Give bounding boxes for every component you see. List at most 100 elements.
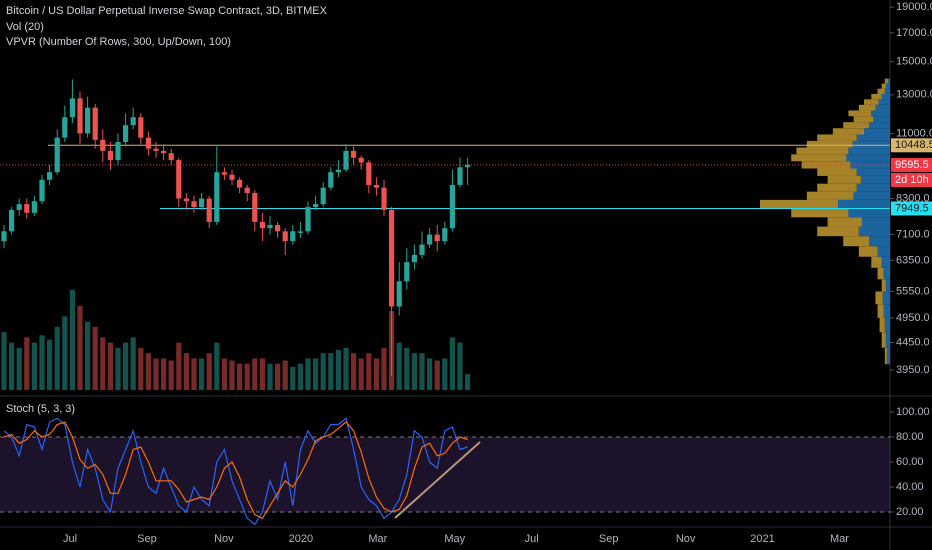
level-label-bg	[891, 201, 932, 216]
profile-down	[877, 304, 884, 318]
volume-bar	[335, 350, 341, 390]
candle-body	[343, 150, 349, 170]
profile-up	[856, 168, 890, 176]
x-tick-label: 2020	[289, 533, 313, 545]
volume-bar	[39, 335, 45, 390]
candle-body	[39, 179, 45, 202]
candle-body	[168, 153, 174, 161]
profile-down	[760, 199, 838, 209]
candle-body	[419, 244, 425, 255]
level-label-bg	[891, 157, 932, 172]
volume-bar	[237, 363, 243, 390]
profile-up	[884, 88, 890, 94]
y-tick-label: 4450.0	[896, 336, 930, 348]
profile-down	[858, 246, 878, 257]
indicator-label: VPVR (Number Of Rows, 300, Up/Down, 100)	[6, 36, 231, 48]
candle-body	[366, 162, 372, 185]
profile-down	[817, 168, 857, 176]
profile-down	[871, 93, 882, 100]
profile-up	[860, 175, 890, 184]
candle-body	[457, 167, 463, 185]
volume-bar	[183, 353, 189, 390]
volume-bar	[290, 366, 296, 390]
volume-bar	[244, 363, 250, 390]
y-tick-label: 20.00	[896, 506, 924, 518]
candle-body	[290, 231, 296, 242]
volume-bar	[411, 353, 417, 390]
profile-down	[875, 291, 883, 305]
profile-up	[861, 217, 890, 227]
candle-body	[373, 184, 379, 188]
candle-body	[16, 204, 22, 210]
candle-body	[77, 98, 83, 134]
volume-bar	[320, 353, 326, 390]
candle-body	[9, 209, 15, 232]
candle-body	[191, 201, 197, 207]
volume-bar	[145, 353, 151, 390]
candle-body	[221, 172, 227, 175]
y-tick-label: 100.00	[896, 406, 930, 418]
profile-up	[869, 236, 890, 247]
candle-body	[206, 198, 212, 222]
volume-bar	[313, 358, 319, 390]
profile-up	[846, 154, 890, 162]
profile-down	[827, 175, 861, 184]
profile-down	[796, 147, 849, 155]
volume-bar	[9, 342, 15, 390]
x-tick-label: Mar	[368, 533, 387, 545]
candle-body	[69, 98, 75, 118]
profile-down	[881, 332, 886, 348]
y-tick-label: 40.00	[896, 481, 924, 493]
candle-body	[449, 184, 455, 229]
volume-bar	[31, 342, 37, 390]
volume-bar	[115, 347, 121, 390]
profile-down	[791, 154, 847, 162]
profile-down	[871, 256, 882, 268]
volume-bar	[267, 363, 273, 390]
profile-down	[843, 122, 870, 129]
volume-bar	[130, 337, 136, 390]
y-tick-label: 3950.0	[896, 364, 930, 376]
candle-body	[282, 231, 288, 242]
candle-body	[138, 117, 144, 138]
x-tick-label: Mar	[830, 533, 849, 545]
countdown-bg	[891, 172, 932, 187]
x-tick-label: Sep	[137, 533, 157, 545]
volume-bar	[191, 358, 197, 390]
volume-bar	[153, 358, 159, 390]
profile-down	[817, 183, 857, 192]
candle-body	[427, 234, 433, 245]
profile-down	[817, 226, 859, 237]
profile-down	[791, 208, 849, 218]
candle-body	[244, 187, 250, 193]
trend-line	[394, 441, 481, 519]
volume-bar	[229, 360, 235, 390]
level-label-bg	[891, 138, 932, 153]
y-tick-label: 7100.0	[896, 228, 930, 240]
volume-bar	[176, 342, 182, 390]
profile-up	[883, 304, 890, 318]
volume-bar	[358, 358, 364, 390]
candle-body	[107, 150, 113, 161]
profile-up	[853, 191, 890, 200]
profile-down	[877, 88, 885, 94]
candle-body	[328, 172, 334, 188]
profile-up	[875, 104, 890, 111]
volume-bar	[419, 353, 425, 390]
candle-body	[381, 187, 387, 210]
profile-down	[884, 78, 888, 84]
candle-body	[92, 107, 98, 140]
candle-body	[1, 231, 7, 242]
y-tick-label: 15000.0	[896, 56, 932, 68]
volume-bar	[123, 342, 129, 390]
profile-up	[838, 199, 890, 209]
profile-up	[884, 317, 890, 333]
candle-body	[411, 254, 417, 263]
candle-body	[313, 204, 319, 207]
candle-body	[305, 206, 311, 232]
volume-bar	[161, 358, 167, 390]
volume-bar	[47, 339, 53, 390]
profile-down	[853, 116, 874, 123]
volume-bar	[343, 347, 349, 390]
y-tick-label: 11000.0	[896, 127, 932, 139]
